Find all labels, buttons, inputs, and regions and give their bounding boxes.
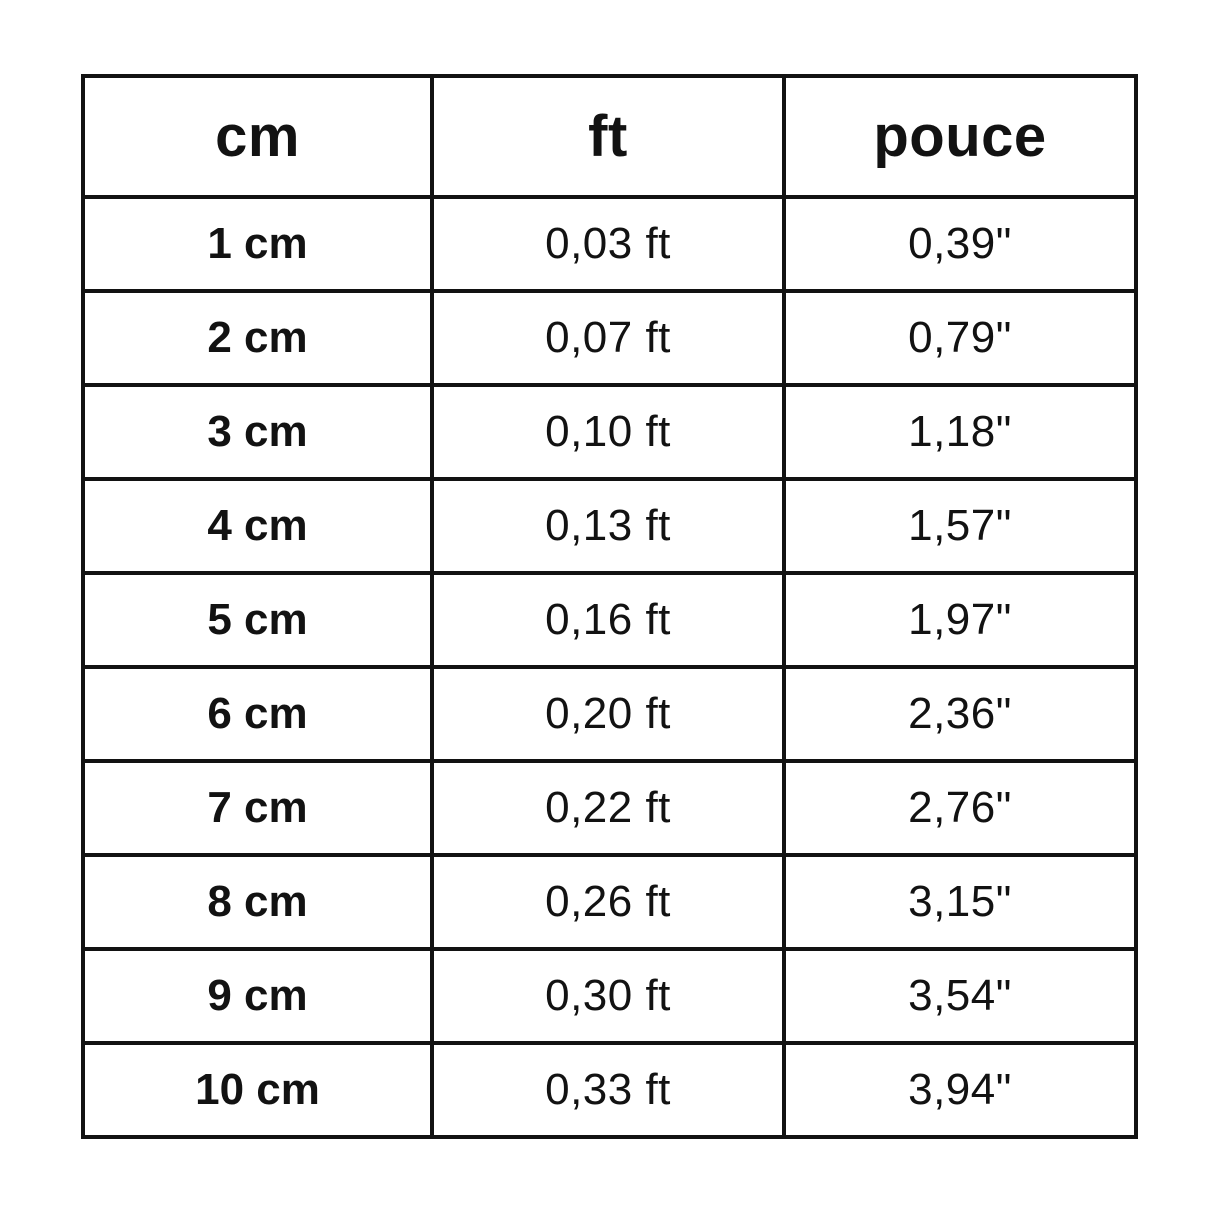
cell-ft: 0,03 ft	[430, 195, 786, 293]
cell-ft: 0,26 ft	[430, 853, 786, 951]
cell-cm: 2 cm	[81, 289, 434, 387]
table-row: 2 cm 0,07 ft 0,79"	[81, 289, 1138, 387]
cell-ft: 0,20 ft	[430, 665, 786, 763]
cell-cm: 4 cm	[81, 477, 434, 575]
table-row: 8 cm 0,26 ft 3,15"	[81, 853, 1138, 951]
cell-pouce: 1,57"	[782, 477, 1138, 575]
cm-ft-pouce-conversion-table: cm ft pouce 1 cm 0,03 ft 0,39" 2 cm 0,07…	[81, 74, 1138, 1139]
cell-pouce: 2,36"	[782, 665, 1138, 763]
cell-pouce: 3,54"	[782, 947, 1138, 1045]
table-row: 4 cm 0,13 ft 1,57"	[81, 477, 1138, 575]
table-row: 10 cm 0,33 ft 3,94"	[81, 1041, 1138, 1139]
cell-ft: 0,07 ft	[430, 289, 786, 387]
table-header: cm ft pouce	[81, 74, 1138, 199]
cell-ft: 0,10 ft	[430, 383, 786, 481]
table-row: 6 cm 0,20 ft 2,36"	[81, 665, 1138, 763]
cell-ft: 0,16 ft	[430, 571, 786, 669]
header-cm: cm	[81, 74, 434, 199]
cell-cm: 7 cm	[81, 759, 434, 857]
cell-pouce: 3,15"	[782, 853, 1138, 951]
cell-cm: 3 cm	[81, 383, 434, 481]
cell-pouce: 2,76"	[782, 759, 1138, 857]
table-row: 1 cm 0,03 ft 0,39"	[81, 195, 1138, 293]
table-row: 3 cm 0,10 ft 1,18"	[81, 383, 1138, 481]
cell-ft: 0,33 ft	[430, 1041, 786, 1139]
table-row: 9 cm 0,30 ft 3,54"	[81, 947, 1138, 1045]
cell-ft: 0,30 ft	[430, 947, 786, 1045]
cell-pouce: 0,79"	[782, 289, 1138, 387]
table-row: 5 cm 0,16 ft 1,97"	[81, 571, 1138, 669]
cell-cm: 6 cm	[81, 665, 434, 763]
header-pouce: pouce	[782, 74, 1138, 199]
table-row: 7 cm 0,22 ft 2,76"	[81, 759, 1138, 857]
cell-cm: 1 cm	[81, 195, 434, 293]
table-body: 1 cm 0,03 ft 0,39" 2 cm 0,07 ft 0,79" 3 …	[81, 195, 1138, 1139]
cell-pouce: 0,39"	[782, 195, 1138, 293]
cell-ft: 0,22 ft	[430, 759, 786, 857]
cell-pouce: 3,94"	[782, 1041, 1138, 1139]
cell-pouce: 1,18"	[782, 383, 1138, 481]
cell-cm: 10 cm	[81, 1041, 434, 1139]
cell-cm: 8 cm	[81, 853, 434, 951]
cell-pouce: 1,97"	[782, 571, 1138, 669]
header-ft: ft	[430, 74, 786, 199]
header-row: cm ft pouce	[81, 74, 1138, 199]
cell-ft: 0,13 ft	[430, 477, 786, 575]
cell-cm: 9 cm	[81, 947, 434, 1045]
cell-cm: 5 cm	[81, 571, 434, 669]
